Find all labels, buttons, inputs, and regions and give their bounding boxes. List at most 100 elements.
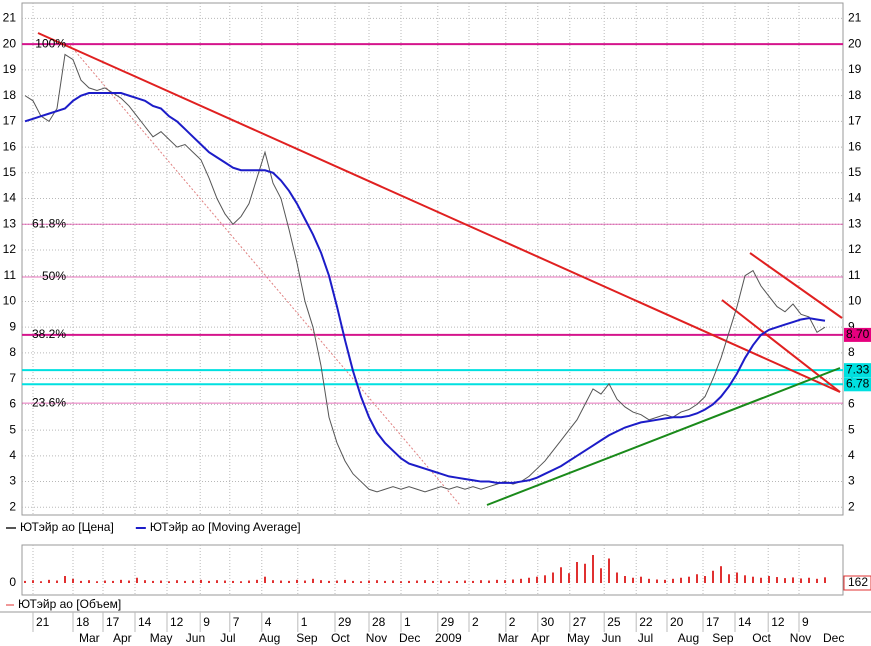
volume-bar: [32, 580, 34, 583]
volume-bar: [448, 581, 450, 583]
y-tick-label: 12: [3, 242, 17, 256]
volume-bar: [520, 578, 522, 583]
volume-bar: [416, 580, 418, 583]
volume-bar: [144, 580, 146, 583]
month-label: Apr: [531, 631, 550, 645]
volume-bar: [376, 580, 378, 583]
volume-bar: [608, 558, 610, 583]
volume-marker-box: [843, 575, 871, 591]
volume-bar: [384, 580, 386, 583]
trend-line: [69, 44, 461, 506]
month-label: Mar: [79, 631, 100, 645]
volume-bar: [392, 580, 394, 583]
volume-bar: [624, 576, 626, 583]
x-tick-label: 9: [802, 615, 809, 629]
y-tick-label-right: 20: [848, 36, 862, 50]
y-tick-label-right: 19: [848, 62, 862, 76]
volume-bar: [440, 580, 442, 583]
volume-bar: [80, 580, 82, 583]
volume-bar: [736, 572, 738, 583]
volume-tick-label: 0: [9, 575, 16, 589]
month-label: Mar: [498, 631, 519, 645]
x-tick-label: 2: [509, 615, 516, 629]
volume-panel: [21, 544, 844, 596]
y-tick-label: 20: [3, 36, 17, 50]
y-tick-label-right: 5: [848, 422, 855, 436]
y-tick-label: 17: [3, 114, 17, 128]
volume-bar: [712, 570, 714, 583]
y-tick-label-right: 15: [848, 165, 862, 179]
volume-bar: [232, 580, 234, 583]
volume-bar: [784, 578, 786, 583]
volume-bar: [600, 568, 602, 583]
x-tick-label: 20: [670, 615, 684, 629]
x-tick-label: 7: [233, 615, 240, 629]
trend-lines: [37, 32, 843, 506]
volume-bar: [568, 573, 570, 583]
volume-bar: [824, 577, 826, 583]
y-tick-label-right: 17: [848, 114, 862, 128]
volume-bar: [808, 577, 810, 583]
volume-bar: [264, 576, 266, 583]
x-tick-label: 12: [771, 615, 785, 629]
volume-bar: [256, 579, 258, 583]
volume-bar: [336, 580, 338, 583]
month-label: May: [150, 631, 173, 645]
volume-bar: [72, 578, 74, 583]
volume-bar: [632, 577, 634, 583]
volume-bar: [640, 576, 642, 583]
series-line: [24, 92, 826, 484]
volume-bar: [40, 581, 42, 583]
x-tick-label: 25: [607, 615, 621, 629]
y-tick-label: 10: [3, 294, 17, 308]
volume-bar: [688, 576, 690, 583]
x-tick-label: 29: [441, 615, 455, 629]
month-label: Aug: [678, 631, 699, 645]
y-tick-label-right: 16: [848, 139, 862, 153]
volume-bar: [424, 580, 426, 583]
volume-bar: [472, 580, 474, 583]
volume-bar: [512, 579, 514, 583]
y-tick-label: 4: [9, 448, 16, 462]
volume-bar: [296, 579, 298, 583]
y-tick-label: 18: [3, 88, 17, 102]
volume-bar: [752, 576, 754, 583]
volume-bar: [112, 580, 114, 583]
y-tick-label: 7: [9, 371, 16, 385]
volume-bar: [616, 572, 618, 583]
volume-bar: [768, 576, 770, 583]
volume-bar: [304, 580, 306, 583]
y-tick-label-right: 6: [848, 397, 855, 411]
volume-bar: [352, 580, 354, 583]
month-label: Dec: [823, 631, 844, 645]
x-tick-label: 17: [706, 615, 720, 629]
y-tick-label-right: 18: [848, 88, 862, 102]
legend-label: ЮТэйр ао [Объем]: [18, 597, 121, 611]
volume-bar: [656, 579, 658, 583]
volume-bar: [328, 580, 330, 583]
volume-bar: [192, 580, 194, 583]
x-tick-label: 28: [372, 615, 386, 629]
volume-bar: [368, 580, 370, 583]
y-tick-label: 8: [9, 345, 16, 359]
volume-bar: [152, 580, 154, 583]
volume-bar: [312, 578, 314, 583]
x-tick-label: 4: [265, 615, 272, 629]
volume-bar: [160, 580, 162, 583]
fib-label: 23.6%: [32, 395, 66, 409]
volume-bar: [760, 577, 762, 583]
price-marker-box: [844, 377, 871, 392]
volume-bar: [272, 580, 274, 583]
volume-bar: [400, 581, 402, 583]
month-label: Oct: [752, 631, 771, 645]
price-panel: [21, 2, 844, 516]
x-tick-label: 29: [338, 615, 352, 629]
y-tick-label-right: 8: [848, 345, 855, 359]
volume-bar: [240, 581, 242, 583]
y-tick-label: 19: [3, 62, 17, 76]
y-tick-label: 6: [9, 397, 16, 411]
volume-bar: [592, 555, 594, 583]
y-tick-label: 16: [3, 139, 17, 153]
y-tick-label-right: 14: [848, 191, 862, 205]
